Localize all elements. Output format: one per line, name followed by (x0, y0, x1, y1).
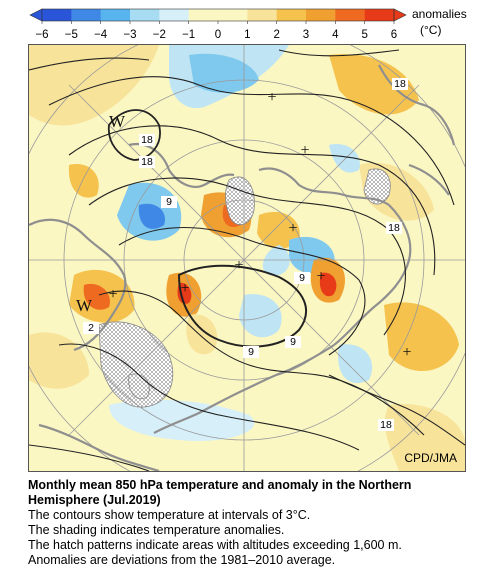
caption-line-4: Anomalies are deviations from the 1981–2… (28, 553, 336, 567)
contour-label: 18 (380, 419, 392, 431)
plus-marker: + (234, 257, 243, 274)
plus-marker: + (288, 220, 297, 237)
polar-stereographic-map: 18 18 18 18 9 9 9 9 18 2 W W + + + + + + + + CPD/JMA (28, 44, 466, 472)
colorbar-cell (247, 9, 277, 21)
contour-label: 9 (166, 196, 172, 208)
high-terrain-hatching (98, 168, 391, 408)
colorbar-tick-label: −2 (153, 29, 166, 41)
colorbar-cell (335, 9, 365, 21)
contour-label: 18 (388, 222, 400, 234)
anomaly-shading (29, 45, 465, 471)
map-credit: CPD/JMA (404, 451, 457, 465)
contour-label: 9 (248, 346, 254, 358)
colorbar-tick-label: 5 (361, 29, 367, 41)
colorbar-cell (218, 9, 248, 21)
colorbar-cell (130, 9, 160, 21)
colorbar-tick-label: −3 (123, 29, 136, 41)
colorbar-tick-label: 0 (215, 29, 221, 41)
caption-line-2: The shading indicates temperature anomal… (28, 523, 285, 537)
plus-marker: + (108, 286, 117, 303)
contour-label-bg (139, 156, 155, 168)
colorbar-tick-label: 3 (303, 29, 309, 41)
colorbar-tick-label: −6 (35, 29, 48, 41)
contour-label-bg (386, 222, 402, 234)
caption-line-1: The contours show temperature at interva… (28, 508, 311, 522)
coastlines (29, 64, 456, 471)
contour-label-bg (243, 346, 259, 358)
warm-center-marker: W (76, 296, 93, 315)
colorbar-cell (159, 9, 189, 21)
plus-marker: + (180, 280, 189, 297)
anomaly-colorbar: −6 −5 −4 −3 −2 −1 0 1 2 3 4 5 6 anomalies (°C) (29, 7, 467, 41)
contour-label-bg (139, 134, 155, 146)
colorbar-tick-label: 1 (244, 29, 250, 41)
colorbar-cell (188, 9, 219, 21)
temperature-contours (29, 49, 465, 471)
contour-label: 18 (141, 134, 153, 146)
contour-label-bg (161, 196, 177, 208)
colorbar-tick-label: 2 (273, 29, 279, 41)
colorbar-left-arrow (29, 8, 43, 22)
contour-labels: 18 18 18 18 9 9 9 9 18 2 (83, 78, 408, 431)
colorbar-unit-label: anomalies (412, 7, 467, 21)
colorbar-cell (306, 9, 336, 21)
colorbar-tick-label: 4 (332, 29, 339, 41)
plus-marker: + (402, 344, 411, 361)
colorbar-tick-label: −4 (94, 29, 108, 41)
contour-label: 2 (88, 322, 94, 334)
warm-center-marker: W (109, 112, 126, 131)
plus-marker: + (267, 89, 276, 106)
contour-label-bg (285, 336, 301, 348)
contour-label: 9 (299, 272, 305, 284)
contour-label-bg (392, 78, 408, 90)
figure-caption: Monthly mean 850 hPa temperature and ano… (28, 478, 473, 568)
colorbar-cell (364, 9, 395, 21)
contour-label-bg (378, 419, 394, 431)
caption-line-3: The hatch patterns indicate areas with a… (28, 538, 402, 552)
plus-marker: + (300, 142, 309, 159)
pressure-markers: W W + + + + + + + + (76, 89, 412, 361)
contour-label: 18 (394, 78, 406, 90)
contour-label: 9 (290, 336, 296, 348)
colorbar-right-arrow (393, 8, 407, 22)
contour-label-bg (294, 272, 310, 284)
colorbar-unit: (°C) (420, 23, 441, 37)
colorbar-tick-label: −5 (65, 29, 78, 41)
plus-marker: + (316, 268, 325, 285)
colorbar-tick-label: −1 (182, 29, 195, 41)
contour-label-bg (83, 322, 99, 334)
caption-title: Monthly mean 850 hPa temperature and ano… (28, 478, 412, 507)
graticule (29, 45, 465, 471)
colorbar-cell (100, 9, 131, 21)
colorbar-cell (276, 9, 307, 21)
colorbar-tick-label: 6 (391, 29, 397, 41)
colorbar-cell (42, 9, 72, 21)
colorbar-cell (71, 9, 101, 21)
contour-label: 18 (141, 156, 153, 168)
